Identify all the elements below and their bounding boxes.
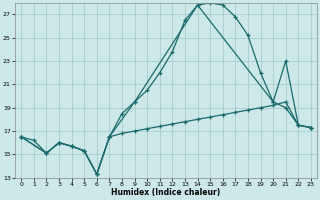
X-axis label: Humidex (Indice chaleur): Humidex (Indice chaleur) [111,188,221,197]
